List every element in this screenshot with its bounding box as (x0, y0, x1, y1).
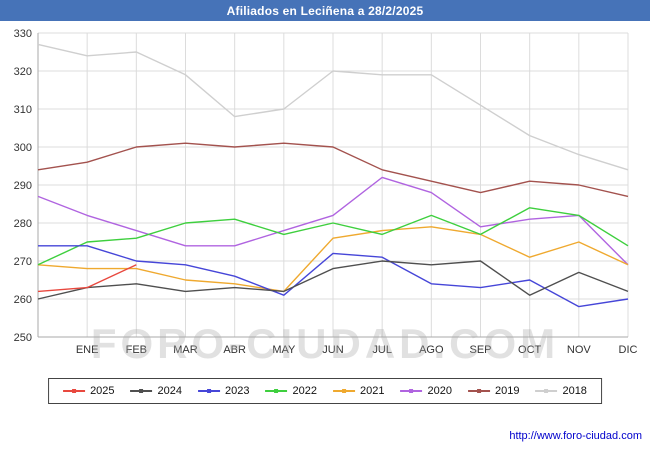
legend-item-2023: 2023 (198, 385, 250, 397)
legend-item-2019: 2019 (467, 385, 520, 397)
legend-label-2024: 2024 (157, 385, 183, 397)
svg-text:JUN: JUN (322, 344, 343, 356)
svg-text:ABR: ABR (223, 344, 246, 356)
legend-swatch-2022 (265, 389, 288, 393)
legend-swatch-2021 (333, 389, 355, 393)
svg-text:330: 330 (14, 28, 32, 40)
legend-swatch-2020 (400, 389, 423, 393)
legend: 2025 2024 2023 2022 2021 2020 2019 2018 (48, 378, 602, 404)
legend-item-2020: 2020 (400, 385, 452, 397)
chart-title-bar: Afiliados en Leciñena a 28/2/2025 (0, 0, 650, 21)
svg-text:NOV: NOV (567, 344, 592, 356)
legend-item-2024: 2024 (130, 385, 183, 397)
legend-label-2018: 2018 (562, 385, 587, 397)
legend-label-2021: 2021 (360, 385, 385, 397)
legend-item-2018: 2018 (535, 385, 587, 397)
svg-text:260: 260 (14, 294, 32, 306)
legend-swatch-2023 (198, 389, 221, 393)
svg-text:270: 270 (14, 256, 32, 268)
svg-text:FEB: FEB (126, 344, 147, 356)
svg-text:AGO: AGO (419, 344, 444, 356)
svg-text:310: 310 (14, 104, 32, 116)
svg-text:DIC: DIC (619, 344, 638, 356)
svg-text:SEP: SEP (469, 344, 491, 356)
svg-text:320: 320 (14, 66, 32, 78)
legend-swatch-2018 (535, 389, 558, 393)
svg-text:MAR: MAR (173, 344, 198, 356)
legend-label-2025: 2025 (90, 385, 115, 397)
series-line-2021 (37, 226, 629, 293)
legend-item-2022: 2022 (265, 385, 317, 397)
legend-label-2022: 2022 (292, 385, 317, 397)
svg-text:280: 280 (14, 218, 32, 230)
series-line-2024 (37, 260, 629, 300)
footer-link[interactable]: http://www.foro-ciudad.com (509, 430, 642, 442)
legend-item-2025: 2025 (63, 385, 115, 397)
svg-text:250: 250 (14, 332, 32, 344)
legend-item-2021: 2021 (333, 385, 384, 397)
svg-text:OCT: OCT (518, 344, 542, 356)
svg-text:290: 290 (14, 180, 32, 192)
series-line-2022 (37, 207, 629, 266)
legend-label-2019: 2019 (494, 385, 520, 397)
svg-text:JUL: JUL (372, 344, 392, 356)
svg-text:300: 300 (14, 142, 32, 154)
series-line-2018 (37, 43, 629, 171)
legend-swatch-2025 (63, 389, 86, 393)
series-line-2019 (37, 142, 629, 198)
legend-swatch-2019 (467, 389, 490, 393)
series-line-2020 (37, 176, 629, 266)
legend-label-2020: 2020 (427, 385, 452, 397)
series-line-2025 (37, 264, 137, 293)
legend-swatch-2024 (130, 389, 153, 393)
svg-text:MAY: MAY (272, 344, 296, 356)
chart-title: Afiliados en Leciñena a 28/2/2025 (226, 3, 424, 18)
series-line-2023 (38, 245, 629, 308)
legend-label-2023: 2023 (225, 385, 250, 397)
line-chart: 250 260 270 280 290 300 310 320 330 ENE FEB MAR ABR M… (14, 28, 638, 356)
chart-area: 250 260 270 280 290 300 310 320 330 ENE FEB MAR ABR M… (0, 21, 650, 366)
svg-text:ENE: ENE (76, 344, 99, 356)
